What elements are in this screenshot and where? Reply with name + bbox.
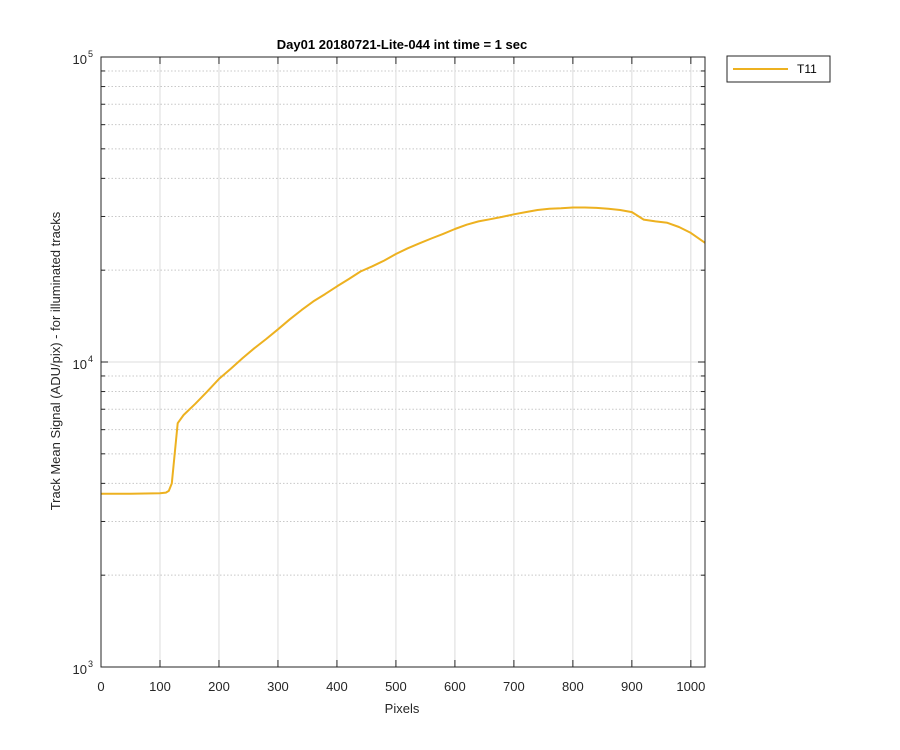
- x-tick-label: 100: [149, 679, 171, 694]
- x-tick-label: 800: [562, 679, 584, 694]
- x-tick-label: 200: [208, 679, 230, 694]
- y-tick-label: 10 3: [73, 659, 93, 677]
- legend: T11: [726, 55, 831, 83]
- x-tick-label: 400: [326, 679, 348, 694]
- y-tick-exponent: 3: [88, 659, 93, 669]
- x-tick-label: 0: [97, 679, 104, 694]
- x-tick-labels: 0 100 200 300 400 500 600 700 800 900 1000: [97, 679, 705, 694]
- y-tick-base: 10: [73, 52, 87, 67]
- x-tick-label: 300: [267, 679, 289, 694]
- y-axis-label: Track Mean Signal (ADU/pix) - for illumi…: [48, 211, 63, 510]
- x-tick-label: 1000: [676, 679, 705, 694]
- legend-label: T11: [797, 62, 817, 76]
- x-tick-label: 600: [444, 679, 466, 694]
- y-tick-exponent: 5: [88, 49, 93, 59]
- x-tick-label: 900: [621, 679, 643, 694]
- x-axis-label: Pixels: [385, 701, 420, 716]
- y-tick-exponent: 4: [88, 354, 93, 364]
- series-line-t11: [101, 206, 706, 495]
- y-tick-label: 10 5: [73, 49, 93, 67]
- chart-title: Day01 20180721-Lite-044 int time = 1 sec: [277, 37, 527, 52]
- y-tick-label: 10 4: [73, 354, 93, 372]
- minor-grid: [101, 70, 705, 576]
- x-tick-label: 700: [503, 679, 525, 694]
- y-tick-base: 10: [73, 357, 87, 372]
- y-tick-base: 10: [73, 662, 87, 677]
- series-layer: [101, 206, 706, 495]
- x-tick-label: 500: [385, 679, 407, 694]
- axis-ticks: [100, 56, 705, 668]
